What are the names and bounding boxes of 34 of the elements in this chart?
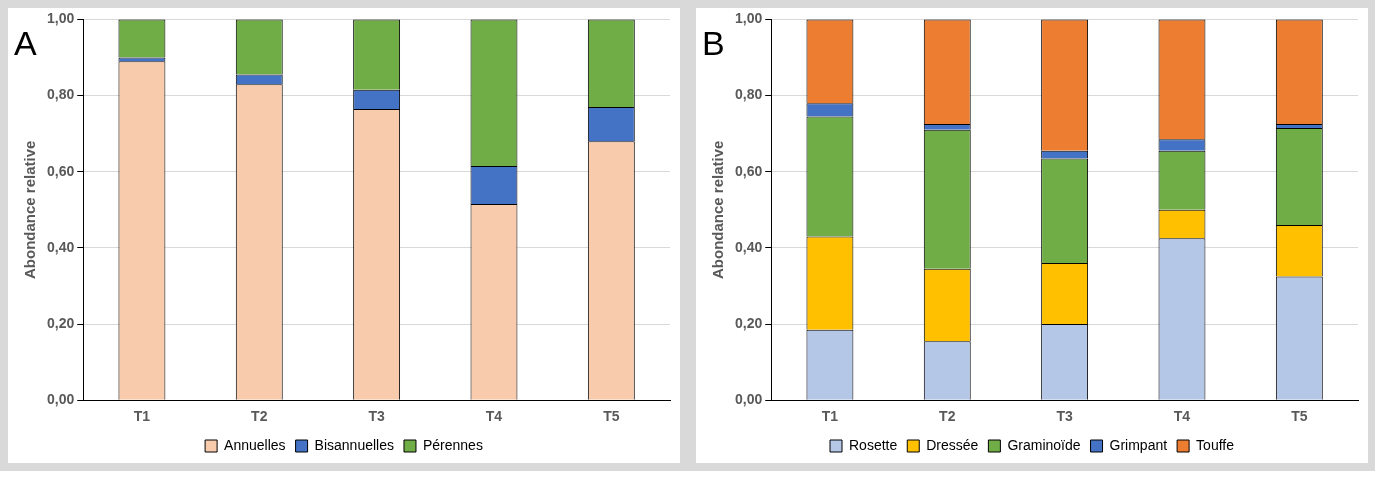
legend-label: Touffe <box>1196 436 1235 453</box>
x-tick-label: T1 <box>133 408 151 425</box>
y-tick-label: 0,40 <box>47 238 75 255</box>
legend-label: Dressée <box>926 436 979 453</box>
legend-label: Rosette <box>849 436 898 453</box>
y-axis-title: Abondance relative <box>709 140 727 279</box>
legend-label: Grimpant <box>1109 436 1168 453</box>
x-tick-label: T5 <box>1291 408 1308 425</box>
legend-label: Graminoïde <box>1007 436 1081 453</box>
y-tick-label: 0,00 <box>47 391 75 408</box>
y-tick-label: 0,80 <box>47 86 75 103</box>
x-tick-label: T3 <box>368 408 385 425</box>
legend-label: Bisannuelles <box>314 436 394 453</box>
y-axis-title: Abondance relative <box>21 140 39 279</box>
chart-title: A <box>14 24 37 63</box>
y-tick-label: 0,60 <box>735 162 763 179</box>
y-tick-label: 1,00 <box>735 10 763 27</box>
x-tick-label: T5 <box>603 408 620 425</box>
y-tick-label: 0,80 <box>735 86 763 103</box>
x-tick-label: T1 <box>821 408 839 425</box>
y-tick-label: 0,20 <box>735 314 763 331</box>
legend-label: Annuelles <box>224 436 286 453</box>
y-tick-label: 0,20 <box>47 314 75 331</box>
chart-title: B <box>702 24 725 63</box>
y-tick-label: 1,00 <box>47 10 75 27</box>
y-tick-label: 0,00 <box>735 391 763 408</box>
y-tick-label: 0,60 <box>47 162 75 179</box>
x-tick-label: T4 <box>485 408 503 425</box>
x-tick-label: T3 <box>1056 408 1073 425</box>
x-tick-label: T2 <box>251 408 268 425</box>
x-tick-label: T2 <box>939 408 956 425</box>
legend-label: Pérennes <box>422 436 483 453</box>
y-tick-label: 0,40 <box>735 238 763 255</box>
x-tick-label: T4 <box>1173 408 1191 425</box>
